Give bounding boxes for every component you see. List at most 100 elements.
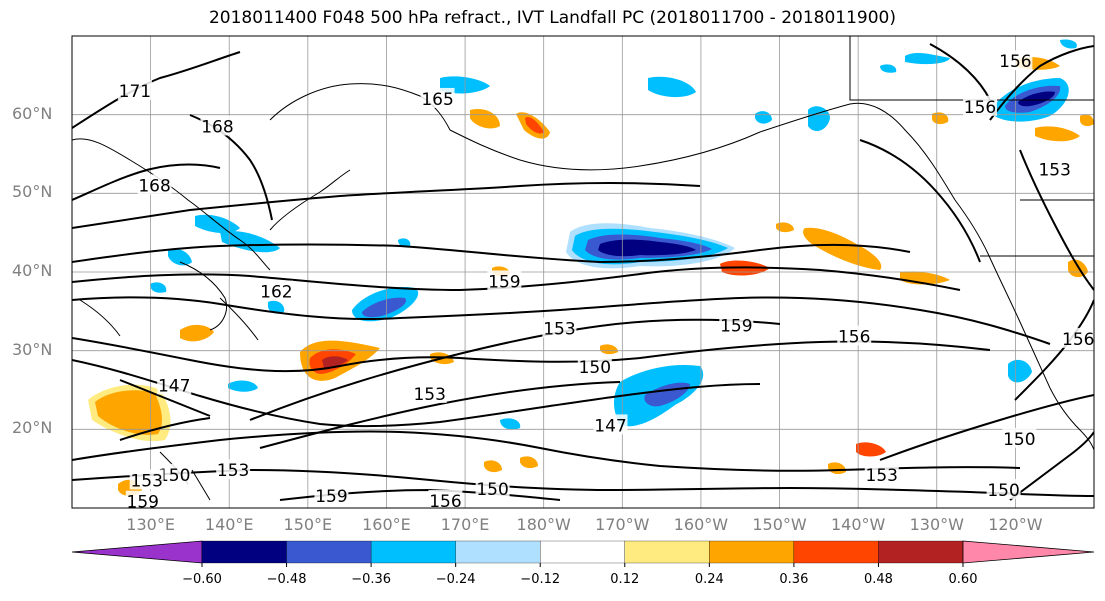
- contour-label-bg: [157, 463, 192, 484]
- colorbar-segment: [455, 540, 541, 564]
- contour-label: 150: [476, 480, 508, 500]
- contour-label: 153: [543, 320, 575, 340]
- contour-label: 153: [866, 466, 898, 486]
- lat-label: 40°N: [12, 261, 53, 280]
- contour-label-bg: [864, 463, 899, 484]
- contour-label-bg: [577, 356, 612, 377]
- shaded-fields: [88, 39, 1094, 496]
- contour-label-bg: [420, 87, 455, 108]
- contour-label: 150: [987, 481, 1019, 501]
- contour-label: 162: [260, 283, 292, 303]
- lon-label: 130°E: [126, 515, 175, 534]
- contour-label-bg: [487, 270, 522, 291]
- contour-label: 156: [999, 52, 1031, 72]
- colorbar-segment: [540, 540, 625, 564]
- contour-label-bg: [593, 414, 628, 435]
- colorbar-extend-high: [962, 540, 1095, 564]
- map-title: 2018011400 F048 500 hPa refract., IVT La…: [208, 8, 896, 28]
- colorbar-segment: [201, 540, 287, 564]
- contour-label: 165: [421, 90, 453, 110]
- contour-label-bg: [475, 478, 510, 499]
- contour-label: 153: [217, 461, 249, 481]
- colorbar-tick-label: −0.48: [266, 572, 307, 587]
- contour-label-bg: [998, 50, 1033, 71]
- colorbar-segment: [370, 540, 456, 564]
- lon-label: 140°W: [830, 515, 886, 534]
- contour-label-bg: [1061, 327, 1096, 348]
- colorbar-segment: [878, 540, 964, 564]
- colorbar-tick-label: −0.36: [351, 572, 392, 587]
- colorbar-tick-label: −0.12: [520, 572, 561, 587]
- contour-label-bg: [719, 314, 754, 335]
- contour-label-bg: [986, 478, 1021, 499]
- lat-label: 50°N: [12, 182, 53, 202]
- contour-label: 150: [579, 358, 611, 378]
- colorbar-segment: [286, 540, 372, 564]
- colorbar-extend-low: [71, 540, 203, 564]
- lon-label: 170°E: [440, 515, 490, 534]
- contour-label-bg: [157, 374, 192, 395]
- contour-label: 168: [201, 117, 233, 137]
- contour-label: 171: [119, 82, 151, 102]
- contour-label: 156: [1062, 330, 1094, 350]
- contour-label: 159: [315, 487, 347, 507]
- lat-label: 60°N: [12, 103, 53, 123]
- lon-label: 150°E: [283, 515, 333, 534]
- contour-label-bg: [125, 490, 160, 511]
- lon-label: 170°W: [595, 515, 650, 534]
- lon-label: 130°W: [909, 515, 964, 534]
- contour-label: 153: [1038, 161, 1070, 181]
- coastlines: [72, 36, 1094, 501]
- contour-label-bg: [1002, 427, 1037, 448]
- contour-label-bg: [216, 459, 251, 480]
- contour-label-bg: [1037, 158, 1072, 179]
- contour-label-bg: [428, 489, 463, 510]
- contour-label: 159: [127, 493, 159, 513]
- lon-label: 120°W: [988, 515, 1043, 534]
- contour-label-bg: [200, 115, 235, 136]
- lat-label: 20°N: [12, 418, 53, 438]
- colorbar-tick-label: 0.24: [694, 572, 724, 587]
- colorbar-tick-label: 0.36: [779, 572, 809, 587]
- contour-label: 147: [594, 416, 626, 436]
- contour-label: 156: [429, 492, 461, 512]
- contour-label: 156: [838, 328, 870, 348]
- lon-label: 140°E: [204, 515, 254, 534]
- contour-label-bg: [117, 80, 152, 101]
- contour-label: 153: [413, 385, 445, 405]
- contour-label-bg: [963, 95, 998, 116]
- lon-label: 160°W: [673, 515, 729, 534]
- colorbar-tick-label: 0.12: [610, 572, 640, 587]
- contour-label: 168: [138, 176, 170, 196]
- colorbar-tick-label: −0.60: [182, 572, 222, 587]
- contour-label: 147: [158, 376, 190, 396]
- negative-anomaly-west: [352, 286, 419, 322]
- contour-label-bg: [259, 280, 294, 301]
- contour-label-bg: [129, 469, 164, 490]
- colorbar-segment: [624, 540, 710, 564]
- contour-label-bg: [837, 325, 872, 346]
- colorbar-tick-label: 0.60: [948, 572, 978, 587]
- lat-label: 30°N: [12, 339, 53, 359]
- colorbar: [71, 540, 1095, 567]
- lon-label: 160°E: [362, 515, 411, 534]
- contour-label: 159: [488, 272, 520, 292]
- colorbar-tick-label: −0.24: [435, 572, 476, 587]
- lon-label: 180°W: [516, 515, 571, 534]
- orange-patches: [88, 57, 1094, 496]
- colorbar-segment: [709, 540, 795, 564]
- blue-patches: [150, 39, 1077, 430]
- contour-label: 150: [1003, 430, 1035, 450]
- lon-label: 150°W: [752, 515, 807, 534]
- map-frame: [71, 35, 1095, 509]
- contour-label: 159: [720, 316, 752, 336]
- contour-label: 153: [130, 471, 162, 491]
- colorbar-tick-label: 0.48: [863, 572, 893, 587]
- contour-label: 150: [158, 466, 190, 486]
- graticule: [72, 36, 1094, 508]
- contour-label-bg: [412, 382, 447, 403]
- contour-label-bg: [314, 485, 349, 506]
- contour-label-bg: [542, 317, 577, 338]
